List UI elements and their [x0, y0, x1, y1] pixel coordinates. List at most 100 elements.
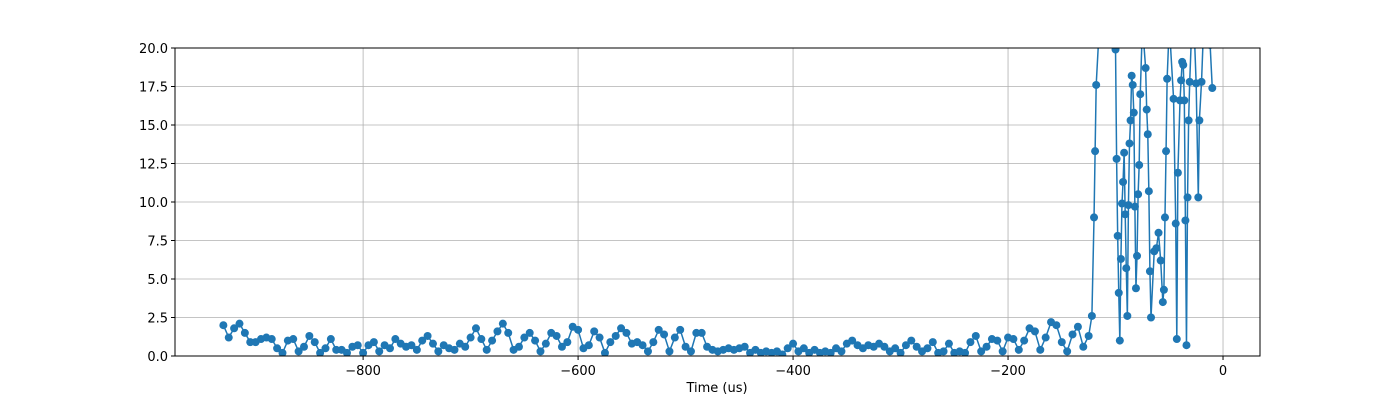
data-point: [471, 324, 480, 333]
data-point: [670, 333, 679, 342]
y-tick-label: 15.0: [139, 119, 168, 134]
data-point: [407, 341, 416, 350]
data-point: [525, 328, 534, 337]
data-point: [353, 341, 362, 350]
data-point: [493, 327, 502, 336]
data-point: [1200, 21, 1208, 29]
x-tick-label: −600: [560, 364, 596, 379]
data-point: [504, 328, 513, 337]
x-tick-label: −800: [345, 364, 381, 379]
data-point: [326, 335, 335, 344]
data-point: [359, 348, 368, 356]
data-point: [423, 331, 432, 340]
y-tick-label: 10.0: [139, 196, 168, 211]
data-point: [1120, 148, 1129, 157]
data-point: [450, 345, 459, 354]
y-tick-label: 5.0: [147, 273, 168, 288]
data-point: [1111, 48, 1120, 54]
data-point: [1131, 284, 1140, 293]
data-point: [418, 336, 427, 345]
data-point: [789, 339, 798, 348]
data-point: [939, 347, 948, 356]
data-point: [1084, 331, 1093, 340]
data-point: [305, 331, 314, 340]
data-point: [880, 342, 889, 351]
data-point: [907, 336, 916, 345]
data-point: [982, 342, 991, 351]
data-point: [977, 347, 986, 356]
data-point: [385, 344, 394, 353]
data-point: [1087, 311, 1096, 320]
data-point: [665, 347, 674, 356]
data-point: [912, 342, 921, 351]
data-point: [1126, 116, 1135, 125]
data-point: [235, 319, 244, 328]
x-tick-label: −400: [775, 364, 811, 379]
data-point: [1009, 335, 1018, 344]
data-point: [1119, 177, 1128, 186]
data-point: [740, 342, 749, 351]
data-point: [1163, 74, 1172, 83]
data-point: [273, 344, 282, 353]
data-point: [1092, 80, 1101, 89]
data-point: [1117, 199, 1126, 208]
data-point: [778, 350, 787, 356]
data-point: [1095, 21, 1103, 29]
data-point: [574, 325, 583, 334]
data-point: [1116, 254, 1125, 263]
data-point: [584, 341, 593, 350]
data-point: [294, 347, 303, 356]
data-point: [1162, 147, 1171, 156]
data-point: [1173, 168, 1182, 177]
data-point: [230, 324, 239, 333]
data-point: [557, 342, 566, 351]
data-point: [1020, 336, 1029, 345]
data-point: [321, 344, 330, 353]
y-tick-label: 20.0: [139, 42, 168, 57]
data-point: [1130, 202, 1139, 211]
data-point: [219, 321, 228, 330]
data-point: [676, 325, 685, 334]
data-point: [1138, 21, 1146, 29]
data-point: [1124, 201, 1133, 210]
data-point: [1183, 193, 1192, 202]
data-point: [1142, 105, 1151, 114]
data-point: [552, 331, 561, 340]
data-point: [595, 333, 604, 342]
data-point: [799, 344, 808, 353]
data-point: [993, 336, 1002, 345]
data-point: [342, 348, 351, 356]
data-point: [488, 336, 497, 345]
data-point: [1184, 116, 1193, 125]
data-point: [1194, 193, 1203, 202]
y-tick-label: 0.0: [147, 350, 168, 365]
data-point: [278, 348, 287, 356]
data-point: [536, 347, 545, 356]
data-point: [1144, 187, 1153, 196]
data-point: [375, 347, 384, 356]
data-point: [289, 335, 298, 344]
data-point: [1156, 256, 1165, 265]
ticks: −800 −600 −400 −200 0 0.0 2.5 5.0 7.5 10.0 12.5 15.…: [139, 42, 1227, 379]
data-point: [1123, 311, 1132, 320]
data-point: [1135, 161, 1144, 170]
data-point: [541, 339, 550, 348]
data-point: [1181, 216, 1190, 225]
data-point: [563, 338, 572, 347]
data-point: [1147, 313, 1156, 322]
data-point: [1182, 341, 1191, 350]
data-point: [923, 344, 932, 353]
data-point: [391, 335, 400, 344]
data-point: [961, 348, 970, 356]
data-point: [1143, 130, 1152, 139]
data-point: [434, 347, 443, 356]
data-point: [660, 330, 669, 339]
data-point: [1121, 210, 1130, 219]
data-point: [466, 333, 475, 342]
data-point: [1014, 345, 1023, 354]
x-axis-label: Time (us): [685, 381, 747, 396]
data-point: [643, 347, 652, 356]
data-point: [461, 342, 470, 351]
data-point: [316, 348, 325, 356]
data-point: [1179, 60, 1188, 69]
